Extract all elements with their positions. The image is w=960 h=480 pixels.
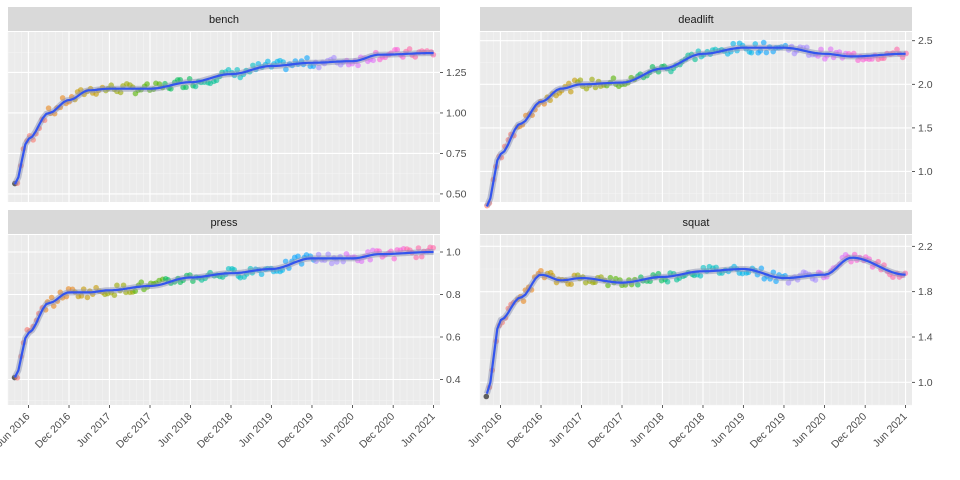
- data-point: [748, 49, 755, 56]
- facet-strip: [8, 7, 440, 31]
- data-point: [763, 49, 770, 56]
- y-tick-label: 2.2: [918, 241, 933, 253]
- x-tick-label: Jun 2019: [236, 411, 275, 450]
- data-point: [304, 55, 310, 61]
- y-tick-label: 1.0: [446, 247, 461, 259]
- x-tick-label: Dec 2018: [667, 411, 707, 451]
- y-tick-label: 1.4: [918, 332, 933, 344]
- facet-panel-deadlift: deadlift 1.0 1.5 2.0 2.5: [479, 7, 933, 209]
- x-tick-label: Dec 2016: [33, 411, 73, 451]
- data-point: [406, 46, 413, 52]
- data-point: [316, 64, 322, 71]
- data-point: [785, 280, 792, 286]
- facet-strip-label: press: [211, 217, 238, 229]
- data-point: [413, 254, 419, 261]
- facet-strip: [480, 210, 912, 234]
- x-tick-label: Jun 2016: [465, 411, 504, 450]
- data-point: [111, 292, 118, 298]
- y-tick-label: 2.5: [918, 35, 933, 47]
- data-point: [355, 62, 361, 69]
- data-point: [730, 40, 737, 47]
- data-point: [760, 39, 767, 46]
- data-point: [192, 83, 199, 90]
- y-tick-label: 0.4: [446, 374, 461, 386]
- x-tick-label: Jun 2018: [627, 411, 666, 450]
- y-tick-label: 1.0: [918, 166, 933, 178]
- data-point: [394, 46, 401, 53]
- x-tick-label: Dec 2020: [829, 411, 869, 451]
- smooth-line: [13, 51, 434, 185]
- x-tick-label: Jun 2020: [790, 411, 829, 450]
- facet-strip-label: squat: [683, 217, 710, 229]
- x-tick-label: Dec 2019: [748, 411, 788, 451]
- data-point: [610, 75, 617, 82]
- data-point: [483, 393, 490, 400]
- data-point: [894, 46, 900, 53]
- x-tick-label: Dec 2017: [114, 411, 154, 451]
- data-point: [183, 84, 189, 91]
- y-tick-label: 0.75: [446, 148, 467, 160]
- facet-panel-bench: bench 0.50 0.75 1.00 1.25: [7, 7, 467, 202]
- y-tick-label: 1.8: [918, 286, 933, 298]
- x-tick-label: Jun 2018: [155, 411, 194, 450]
- y-tick-label: 0.8: [446, 289, 461, 301]
- facet-strip: [480, 7, 912, 31]
- x-tick-label: Dec 2019: [276, 411, 316, 451]
- data-point: [391, 255, 398, 262]
- x-tick-label: Jun 2021: [399, 411, 438, 450]
- x-tick-label: Dec 2018: [195, 411, 235, 451]
- smooth-line: [13, 250, 434, 378]
- data-point: [567, 88, 574, 95]
- y-tick-label: 1.25: [446, 67, 467, 79]
- data-point: [827, 46, 834, 52]
- data-point: [144, 81, 150, 87]
- x-tick-label: Jun 2016: [0, 411, 33, 450]
- x-tick-label: Dec 2020: [357, 411, 397, 451]
- facet-strip-label: bench: [209, 14, 239, 26]
- data-point: [45, 105, 52, 111]
- data-point: [568, 281, 574, 287]
- data-point: [265, 58, 271, 65]
- facet-strip: [8, 210, 440, 234]
- x-tick-label: Dec 2017: [586, 411, 626, 451]
- y-tick-label: 1.00: [446, 107, 467, 119]
- smooth-line: [485, 256, 906, 395]
- x-tick-label: Jun 2020: [318, 411, 357, 450]
- y-tick-label: 2.0: [918, 79, 933, 91]
- x-tick-label: Jun 2021: [871, 411, 910, 450]
- y-tick-label: 0.6: [446, 332, 461, 344]
- x-tick-label: Jun 2019: [708, 411, 747, 450]
- facet-strip-label: deadlift: [678, 14, 713, 26]
- data-point: [812, 277, 819, 283]
- data-point: [258, 271, 265, 278]
- x-tick-label: Jun 2017: [74, 411, 113, 450]
- y-tick-label: 0.50: [446, 188, 467, 200]
- data-point: [664, 278, 671, 285]
- y-tick-label: 1.0: [918, 377, 933, 389]
- data-point: [589, 76, 595, 83]
- x-tick-label: Dec 2016: [505, 411, 545, 451]
- data-point: [84, 294, 91, 301]
- plot-background: [8, 235, 440, 405]
- data-point: [328, 260, 335, 267]
- y-tick-label: 1.5: [918, 122, 933, 134]
- smooth-line: [485, 46, 906, 207]
- x-tick-label: Jun 2017: [546, 411, 585, 450]
